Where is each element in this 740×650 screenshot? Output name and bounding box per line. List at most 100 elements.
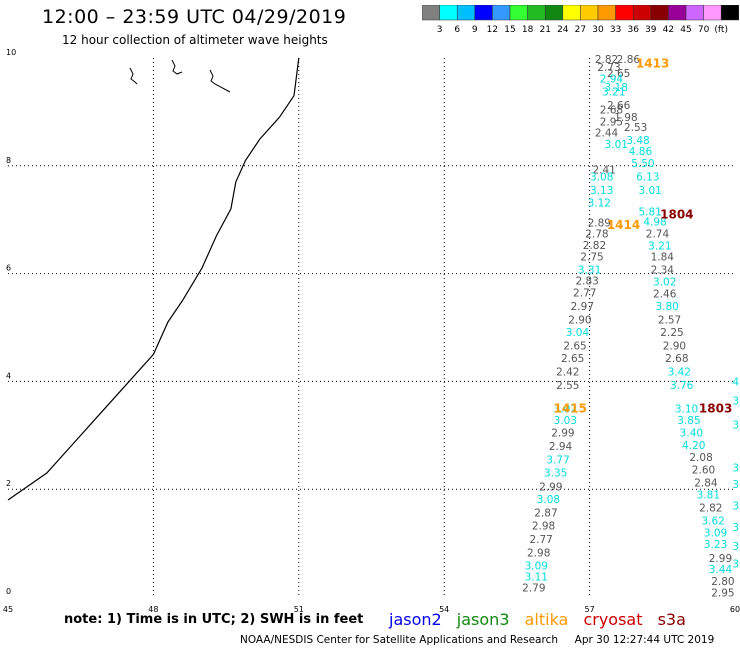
color-swatch: [720, 5, 740, 21]
color-scale-label: 18: [522, 25, 534, 35]
color-scale-label: 42: [663, 25, 674, 35]
wave-height-label: 5.81: [638, 207, 661, 219]
color-scale-label: 24: [557, 25, 569, 35]
wave-height-label: 2.99: [551, 428, 574, 440]
wave-height-label: 3.23: [704, 539, 727, 551]
color-scale-label: (ft): [714, 25, 728, 35]
wave-height-label: 2.82: [699, 503, 722, 515]
wave-height-label: 2.95: [711, 588, 734, 600]
wave-height-label: 3.04: [566, 327, 590, 339]
wave-height-label: 3.18: [605, 82, 628, 94]
wave-height-label: 3.13: [590, 185, 613, 197]
wave-height-label: 2.60: [692, 464, 715, 476]
wave-height-label: 3.48: [626, 135, 649, 147]
color-scale-label: 21: [539, 25, 550, 35]
wave-height-label: 2.78: [585, 229, 608, 241]
wave-height-label: 3.: [732, 395, 740, 407]
wave-height-label: 1.98: [614, 112, 637, 124]
wave-height-label: 3.01: [605, 139, 628, 151]
wave-height-label: 2.87: [534, 507, 557, 519]
color-scale-label: 27: [575, 25, 586, 35]
wave-height-label: 2.90: [663, 340, 686, 352]
pass-time-label: 1804: [660, 207, 693, 221]
wave-height-label: 2.98: [527, 547, 550, 559]
y-tick-label: 6: [6, 264, 11, 273]
wave-height-label: 2.75: [580, 251, 603, 263]
wave-height-label: 2.68: [600, 105, 623, 117]
x-tick-label: 51: [294, 605, 304, 614]
wave-height-label: 3.11: [525, 572, 548, 584]
wave-height-label: 4.98: [643, 216, 666, 228]
wave-height-label: 3.76: [670, 380, 694, 392]
wave-height-label: 3.: [732, 463, 740, 475]
y-tick-label: 8: [6, 156, 11, 165]
wave-height-label: 3.40: [680, 428, 703, 440]
wave-height-label: 3.12: [588, 197, 611, 209]
wave-height-label: 2.34: [651, 264, 675, 276]
x-tick-label: 54: [439, 605, 449, 614]
wave-height-label: 2.66: [607, 100, 631, 112]
legend-jason3: jason3: [456, 610, 510, 629]
wave-height-label: 4.20: [682, 440, 705, 452]
color-scale-label: 33: [610, 25, 621, 35]
wave-height-label: 3.35: [544, 467, 567, 479]
wave-height-label: 3.81: [697, 490, 720, 502]
pass-time-label: 1803: [699, 401, 732, 415]
wave-height-label: 2.25: [660, 327, 683, 339]
color-scale-label: 15: [504, 25, 515, 35]
pass-time-label: 1413: [636, 56, 669, 70]
wave-height-label: 3.44: [709, 564, 733, 576]
wave-height-label: 2.79: [522, 582, 545, 594]
wave-height-label: 2.57: [658, 314, 681, 326]
legend-s3a: s3a: [657, 610, 686, 629]
wave-height-label: 3.10: [675, 403, 698, 415]
color-scale-label: 3: [437, 25, 443, 35]
y-tick-label: 4: [6, 371, 11, 380]
wave-height-label: 5.50: [631, 158, 654, 170]
island-outline: [129, 67, 138, 85]
wave-height-label: 3.02: [653, 277, 676, 289]
wave-height-label: 3.: [732, 479, 740, 491]
footer-note: note: 1) Time is in UTC; 2) SWH is in fe…: [64, 612, 364, 627]
wave-height-label: 3.77: [546, 455, 569, 467]
wave-height-label: 2.44: [595, 127, 619, 139]
wave-height-label: 2.99: [539, 482, 562, 494]
y-tick-label: 0: [6, 587, 11, 596]
color-scale-label: 36: [627, 25, 639, 35]
wave-height-label: 3.03: [554, 415, 577, 427]
x-tick-label: 45: [3, 605, 13, 614]
legend-jason2: jason2: [389, 610, 442, 629]
wave-height-label: 2.86: [617, 54, 641, 66]
wave-height-label: 4.: [732, 376, 740, 388]
wave-height-label: 2.77: [529, 534, 552, 546]
island-outline: [209, 69, 231, 93]
wave-height-label: 2.68: [665, 353, 688, 365]
wave-height-label: 2.46: [653, 289, 677, 301]
wave-height-label: 4.86: [629, 146, 653, 158]
wave-height-label: 2.95: [600, 117, 623, 129]
wave-height-label: 2.97: [571, 301, 594, 313]
wave-height-label: 3.21: [648, 241, 671, 253]
coastline: [7, 57, 300, 501]
wave-height-label: 2.84: [694, 478, 718, 490]
wave-height-label: 2.08: [689, 452, 712, 464]
wave-height-label: 3.: [732, 541, 740, 553]
wave-height-label: 2.94: [549, 441, 573, 453]
wave-height-label: 2.53: [624, 122, 647, 134]
wave-height-label: 2.94: [600, 73, 624, 85]
wave-height-label: 2.65: [561, 353, 584, 365]
wave-height-label: 2.80: [711, 576, 734, 588]
y-tick-label: 2: [6, 479, 11, 488]
color-scale-label: 9: [472, 25, 478, 35]
wave-height-label: 2.41: [592, 165, 615, 177]
wave-height-label: 3.80: [655, 301, 678, 313]
wave-height-label: 3.62: [701, 515, 724, 527]
wave-height-label: 3.: [732, 559, 740, 571]
wave-height-label: 2.73: [597, 62, 620, 74]
chart-title: 12:00 – 23:59 UTC 04/29/2019: [42, 6, 347, 28]
wave-height-label: 2.74: [646, 229, 670, 241]
wave-height-label: 2.98: [532, 520, 555, 532]
credit-line: NOAA/NESDIS Center for Satellite Applica…: [240, 634, 715, 646]
pass-time-label: 1414: [607, 218, 640, 232]
